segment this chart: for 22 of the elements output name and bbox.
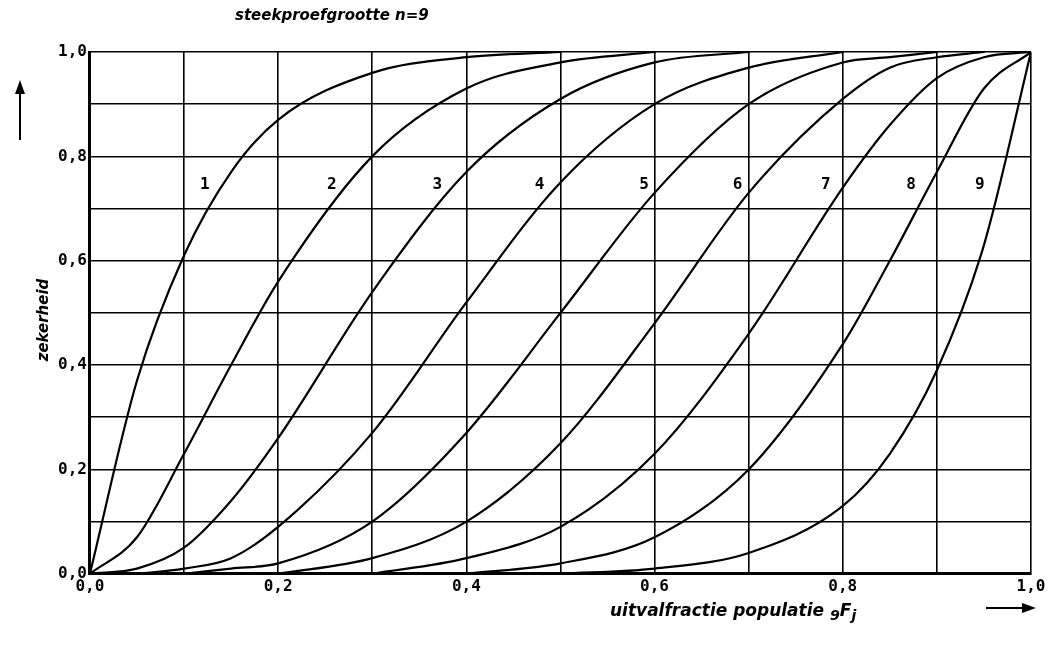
series-label: 2 (327, 174, 337, 194)
y-tick-label: 0,6 (57, 249, 87, 269)
y-tick-label: 0,4 (57, 354, 87, 374)
y-tick-label: 0,2 (57, 458, 87, 478)
x-tick-label: 0,8 (828, 575, 858, 595)
series-label: 4 (534, 174, 545, 194)
chart-title: steekproefgrootte n=9 (235, 6, 429, 24)
x-axis-title: uitvalfractie populatie $_{9}$F$_{j}$ (610, 600, 857, 624)
series-label: 9 (974, 174, 985, 194)
x-tick-label: 1,0 (1016, 575, 1046, 595)
x-tick-label: 0,4 (451, 575, 481, 595)
y-tick-label: 1,0 (57, 41, 87, 61)
series-label: 6 (732, 174, 743, 194)
series-label: 1 (200, 174, 210, 194)
x-tick-label: 0,2 (263, 575, 293, 595)
series-label: 3 (432, 174, 443, 194)
series-label: 8 (906, 174, 916, 194)
y-axis-title: zekerheid (34, 278, 53, 362)
series-label: 7 (821, 174, 831, 194)
y-tick-label: 0,8 (57, 145, 87, 165)
series-label: 5 (639, 174, 649, 194)
x-tick-label: 0,6 (640, 575, 670, 595)
